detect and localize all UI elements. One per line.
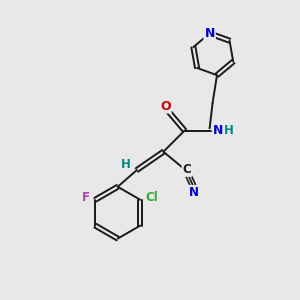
- Text: F: F: [82, 191, 90, 204]
- Text: H: H: [121, 158, 130, 171]
- Text: O: O: [160, 100, 171, 112]
- Text: Cl: Cl: [145, 191, 158, 204]
- Text: N: N: [213, 124, 223, 137]
- Text: N: N: [189, 186, 199, 199]
- Text: H: H: [224, 124, 234, 137]
- Text: C: C: [183, 163, 191, 176]
- Text: N: N: [204, 27, 215, 40]
